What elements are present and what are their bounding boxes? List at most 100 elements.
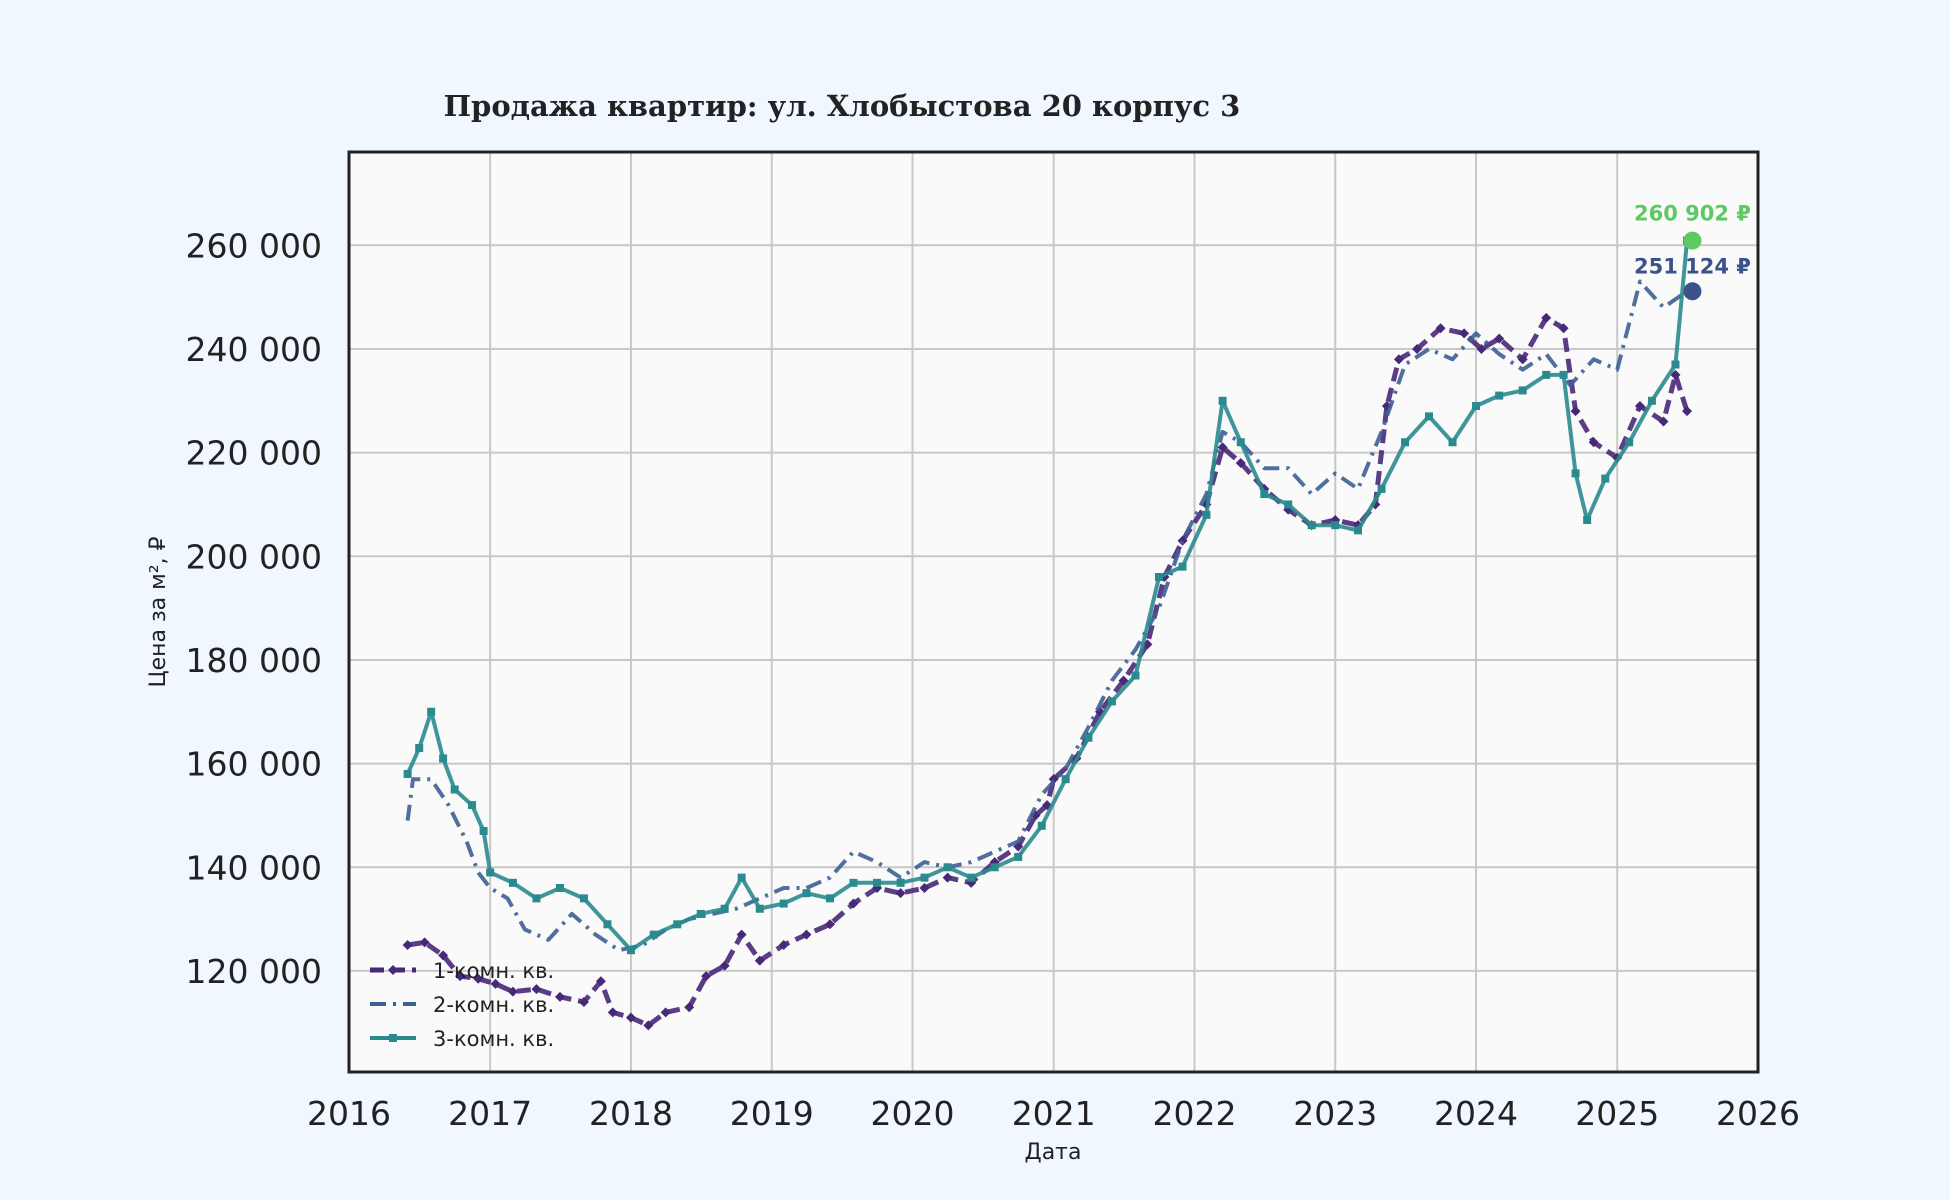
data-point [1625,438,1634,447]
end-annotations: 260 902 ₽ 251 124 ₽ [1634,202,1751,301]
data-point [479,826,488,835]
series-lines [402,236,1693,1031]
data-point [507,986,518,997]
x-tick-label: 2023 [1293,1094,1377,1133]
data-point [1541,312,1552,323]
y-tick-label: 180 000 [186,641,322,680]
data-point [1393,354,1404,365]
data-point [1354,526,1363,535]
data-point [554,991,565,1002]
data-point [1494,333,1505,344]
data-point [1435,323,1446,334]
data-point [1658,416,1669,427]
data-point [438,950,449,961]
data-point [1061,775,1070,784]
data-point [1107,697,1116,706]
data-point [1412,343,1423,354]
legend-marker [389,1034,397,1042]
data-point [1459,328,1470,339]
data-point [555,884,564,892]
data-point [1448,438,1457,447]
data-point [439,754,448,763]
data-point [579,894,588,903]
data-point [1583,516,1592,524]
data-point [1401,438,1410,447]
y-tick-label: 220 000 [186,434,322,473]
x-tick-label: 2025 [1575,1094,1659,1133]
legend-label: 3-комн. кв. [433,1027,554,1051]
data-point [473,973,484,984]
data-point [490,978,501,989]
data-point [737,873,746,882]
data-point [919,883,930,893]
data-point [1647,396,1656,405]
legend: 1-комн. кв. 2-комн. кв. 3-комн. кв. [370,959,554,1051]
data-point [1558,323,1569,334]
legend-marker [388,965,398,975]
data-point [595,976,606,987]
data-point [455,971,466,982]
y-axis-label: Цена за м², ₽ [146,536,171,687]
annotation-label: 260 902 ₽ [1634,202,1751,226]
x-tick-label: 2020 [871,1094,955,1133]
y-tick-label: 140 000 [186,848,322,887]
data-point [603,920,612,929]
data-point [1307,521,1316,530]
legend-item: 3-комн. кв. [370,1027,554,1051]
x-tick-label: 2021 [1012,1094,1096,1133]
series-line [407,315,1690,1028]
data-point [643,1020,654,1031]
data-point [531,984,542,995]
data-point [532,894,541,903]
data-point [450,785,459,794]
data-point [1284,500,1293,509]
data-point [1218,396,1227,405]
data-point [649,930,658,939]
data-point [1178,562,1187,571]
data-point [873,878,882,887]
data-point [779,899,788,908]
data-point [578,997,589,1008]
data-point [1634,400,1645,411]
x-tick-label: 2017 [448,1094,532,1133]
data-point [684,1002,695,1013]
series-2 [405,279,1689,953]
data-point [1682,406,1693,417]
data-point [1601,474,1610,483]
data-point [943,863,952,872]
data-point [403,769,412,778]
data-point [778,940,789,951]
data-point [427,707,436,716]
data-point [1570,406,1581,417]
chart-title: Продажа квартир: ул. Хлобыстова 20 корпу… [444,89,1241,123]
data-point [1235,457,1246,468]
data-point [848,898,859,909]
data-point [1495,391,1504,400]
y-tick-label: 200 000 [186,537,322,576]
data-point [1260,490,1269,499]
data-point [1377,484,1386,493]
legend-item: 1-комн. кв. [370,959,554,983]
annotation-dot [1683,231,1702,250]
data-point [801,929,812,940]
annotation-dot [1683,282,1702,301]
x-tick-label: 2026 [1716,1094,1800,1133]
series-1 [402,312,1693,1031]
series-3 [403,236,1692,955]
data-point [468,801,477,810]
data-point [942,872,953,883]
plot-frame [347,150,1760,1074]
data-point [967,873,976,882]
annotation-label: 251 124 ₽ [1634,254,1751,278]
data-point [1236,438,1245,447]
data-point [1517,354,1528,365]
data-point [696,909,705,918]
data-point [402,940,413,951]
data-point [1670,369,1681,380]
y-tick-label: 160 000 [186,745,322,784]
data-point [1542,370,1551,379]
y-tick-labels: 120 000 140 000 160 000 180 000 200 000 220 0… [186,226,322,991]
data-point [1571,469,1580,478]
legend-label: 1-комн. кв. [433,959,554,983]
